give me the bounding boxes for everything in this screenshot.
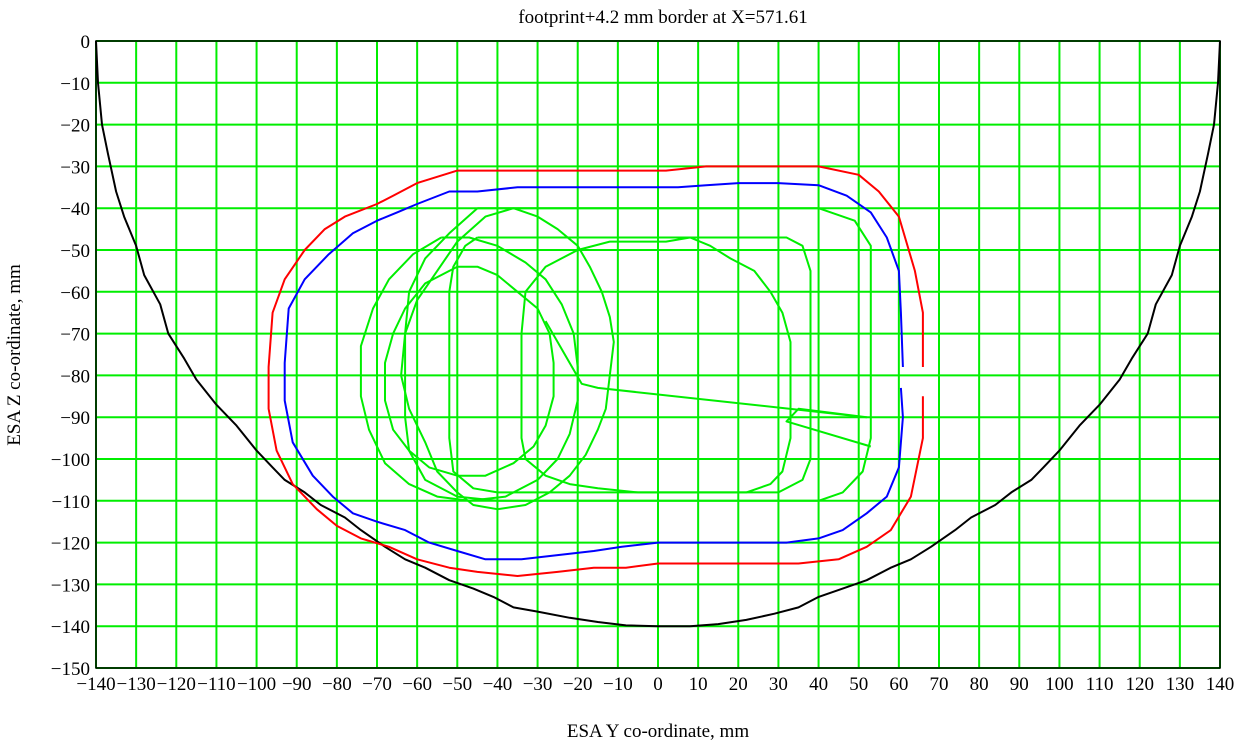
y-axis-label: ESA Z co-ordinate, mm <box>4 264 25 446</box>
x-tick-label: −120 <box>157 674 196 695</box>
x-tick-label: 50 <box>849 674 868 695</box>
x-tick-label: −110 <box>197 674 236 695</box>
x-tick-label: −30 <box>523 674 553 695</box>
series-line-9 <box>384 265 555 477</box>
series-line-7 <box>400 207 615 511</box>
x-tick-label: 100 <box>1045 674 1074 695</box>
x-tick-label: 110 <box>1086 674 1114 695</box>
x-tick-label: −40 <box>483 674 513 695</box>
y-tick-label: −70 <box>60 325 90 346</box>
plot-frame <box>95 40 1221 669</box>
series-layer <box>95 40 1221 628</box>
x-tick-label: −50 <box>442 674 472 695</box>
x-tick-label: −20 <box>563 674 593 695</box>
x-tick-label: 80 <box>970 674 989 695</box>
x-tick-label: 130 <box>1166 674 1195 695</box>
series-line-8 <box>359 236 579 502</box>
x-tick-label: 10 <box>689 674 708 695</box>
y-tick-label: −30 <box>60 157 90 178</box>
x-axis-label: ESA Y co-ordinate, mm <box>567 721 749 742</box>
x-tick-label: −60 <box>402 674 432 695</box>
x-tick-label: 60 <box>889 674 908 695</box>
x-tick-label: 20 <box>729 674 748 695</box>
y-tick-label: −60 <box>60 283 90 304</box>
y-tick-label: −120 <box>51 534 90 555</box>
y-tick-label: −140 <box>51 617 90 638</box>
y-tick-label: −90 <box>60 408 90 429</box>
y-tick-label: 0 <box>81 32 91 53</box>
x-tick-label: 70 <box>930 674 949 695</box>
x-tick-label: 40 <box>809 674 828 695</box>
series-line-3 <box>283 182 904 561</box>
y-tick-label: −110 <box>51 492 90 513</box>
x-tick-label: 140 <box>1206 674 1235 695</box>
x-tick-label: 0 <box>653 674 663 695</box>
y-tick-label: −10 <box>60 74 90 95</box>
x-tick-label: −130 <box>117 674 156 695</box>
x-tick-labels: −140 −130 −120 −110 −100 −90 −80 −70 −60 −50 −40 −3… <box>76 674 1234 695</box>
x-tick-label: −100 <box>237 674 276 695</box>
y-tick-labels: 0 −10 −20 −30 −40 −50 −60 −70 −80 −90 −100 −110 −120… <box>51 32 90 680</box>
y-tick-label: −130 <box>51 575 90 596</box>
series-line-6 <box>520 236 792 494</box>
x-tick-label: −90 <box>282 674 312 695</box>
x-tick-label: 30 <box>769 674 788 695</box>
y-tick-label: −80 <box>60 366 90 387</box>
y-tick-label: −20 <box>60 116 90 137</box>
chart-title: footprint+4.2 mm border at X=571.61 <box>518 7 808 28</box>
series-line-1 <box>95 40 1221 628</box>
grid <box>95 40 1221 669</box>
y-tick-label: −100 <box>51 450 90 471</box>
y-tick-label: −50 <box>60 241 90 262</box>
series-line-4 <box>404 207 872 502</box>
series-line-5 <box>448 236 812 494</box>
series-line-10 <box>544 320 872 448</box>
x-tick-label: −80 <box>322 674 352 695</box>
x-tick-label: 120 <box>1125 674 1154 695</box>
series-line-2 <box>267 165 924 577</box>
y-tick-label: −150 <box>51 659 90 680</box>
x-tick-label: 90 <box>1010 674 1029 695</box>
x-tick-label: −70 <box>362 674 392 695</box>
x-tick-label: −140 <box>76 674 115 695</box>
x-tick-label: −10 <box>603 674 633 695</box>
y-tick-label: −40 <box>60 199 90 220</box>
